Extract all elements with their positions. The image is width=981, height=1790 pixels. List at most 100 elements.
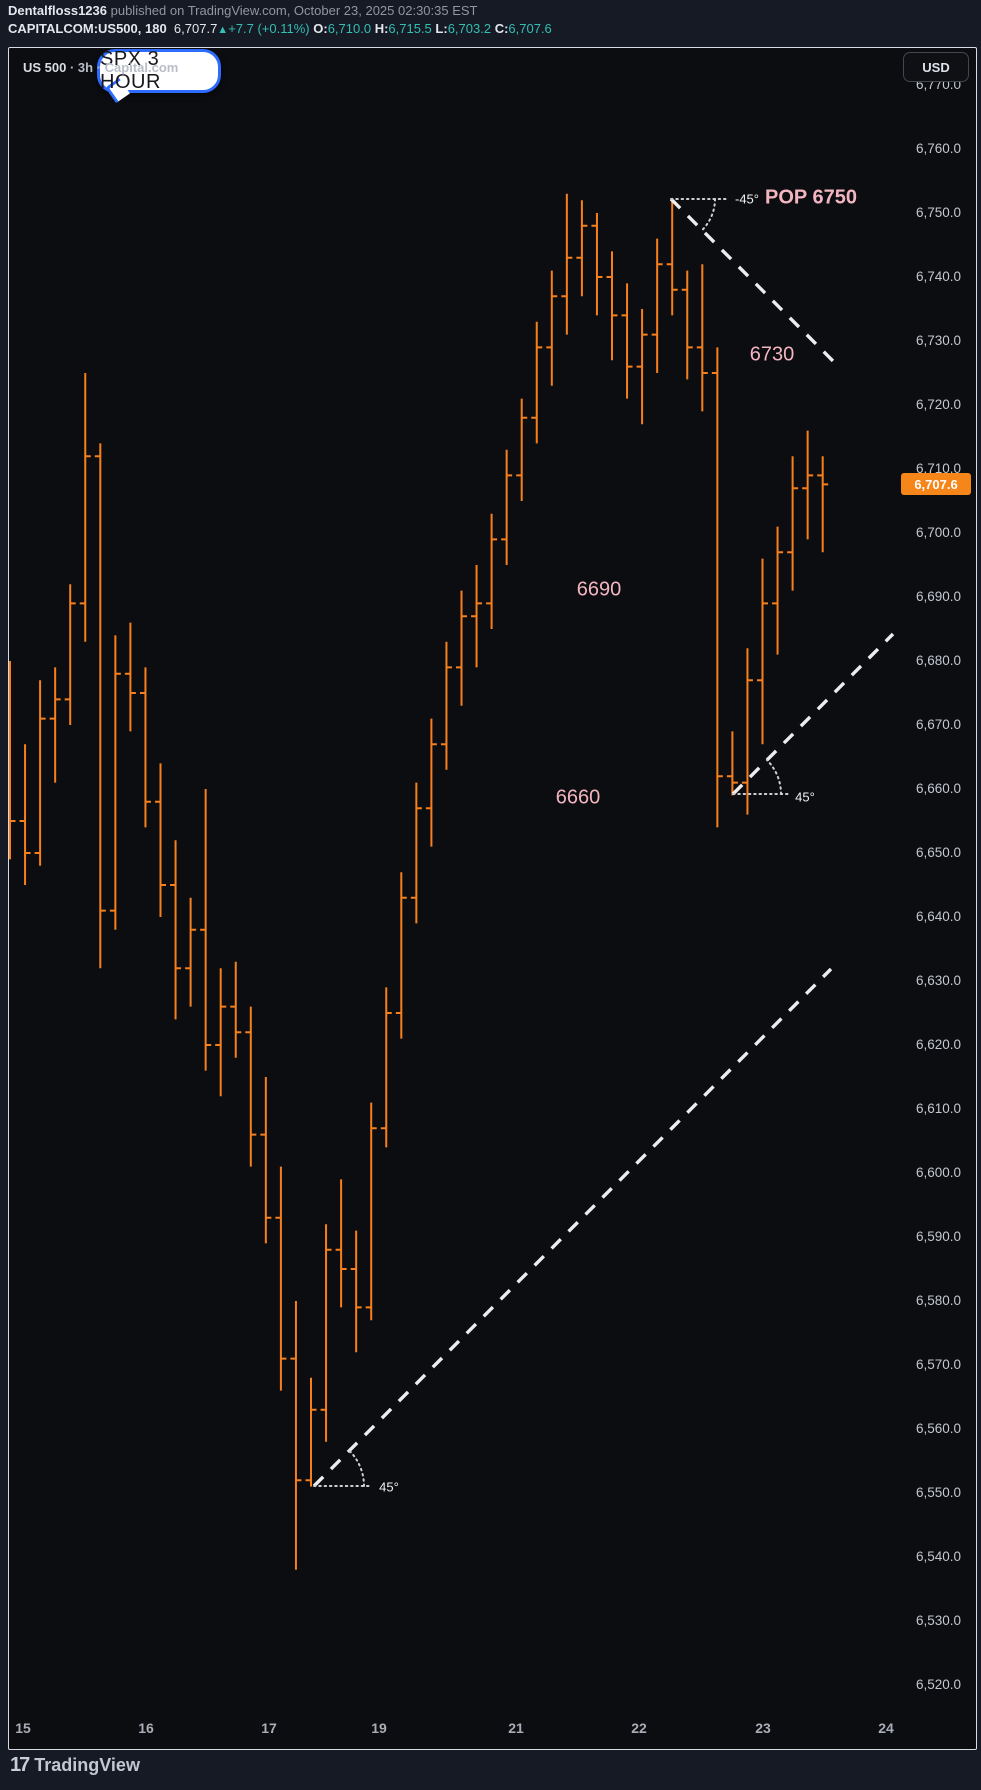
symbol-info-line: CAPITALCOM:US500, 180 6,707.7▲+7.7 (+0.1… — [8, 21, 552, 38]
ohlc-bar[interactable] — [305, 1377, 317, 1487]
ohlc-bar[interactable] — [757, 558, 768, 745]
currency-button[interactable]: USD — [903, 52, 969, 82]
ohlc-bar[interactable] — [79, 373, 91, 642]
price-axis-label: 6,720.0 — [915, 397, 961, 412]
ohlc-bar[interactable] — [350, 1230, 362, 1353]
ohlc-bar[interactable] — [486, 513, 498, 629]
price-axis-label: 6,620.0 — [915, 1037, 961, 1052]
ohlc-bar[interactable] — [651, 238, 663, 373]
symbol-name: CAPITALCOM:US500, 180 — [8, 21, 167, 36]
ohlc-bar[interactable] — [34, 680, 46, 866]
time-axis-label-22: 22 — [631, 1720, 647, 1736]
price-level-label-6660: 6660 — [555, 786, 601, 809]
price-axis-label: 6,660.0 — [915, 781, 961, 796]
ohlc-bar[interactable] — [19, 744, 31, 885]
pop-trendline[interactable] — [669, 197, 836, 364]
ohlc-bar[interactable] — [395, 872, 407, 1039]
ohlc-bar[interactable] — [365, 1102, 377, 1321]
price-axis-label: 6,560.0 — [915, 1421, 961, 1436]
publish-info-text: published on TradingView.com, October 23… — [107, 3, 478, 18]
ohlc-bar[interactable] — [49, 667, 61, 783]
ohlc-bar[interactable] — [200, 789, 212, 1071]
ohlc-bar[interactable] — [230, 961, 242, 1058]
last-price-chip: 6,707.6 — [901, 473, 971, 495]
price-axis-label: 6,700.0 — [915, 525, 961, 540]
ohlc-bar[interactable] — [94, 443, 106, 969]
time-axis-label-17: 17 — [261, 1720, 277, 1736]
bounce-trendline-angle-label: 45° — [795, 789, 815, 805]
ohlc-bar[interactable] — [501, 449, 513, 565]
ohlc-bar[interactable] — [741, 648, 753, 815]
ohlc-bar[interactable] — [440, 641, 452, 770]
ohlc-bar[interactable] — [290, 1301, 302, 1570]
ohlc-bar[interactable] — [64, 584, 76, 725]
price-axis-label: 6,610.0 — [915, 1101, 961, 1116]
ohlc-bar[interactable] — [817, 456, 829, 553]
ohlc-bar[interactable] — [696, 264, 708, 412]
last-price-chip-text: 6,707.6 — [914, 476, 958, 492]
price-change: +7.7 (+0.11%) — [228, 21, 310, 36]
callout-text: SPX 3 HOUR — [100, 48, 161, 93]
recovery-trendline[interactable] — [312, 967, 833, 1488]
ohlc-bar[interactable] — [335, 1179, 347, 1308]
ohlc-bar[interactable] — [772, 526, 784, 655]
ohlc-bar[interactable] — [410, 782, 422, 924]
ohlc-bar[interactable] — [380, 987, 392, 1148]
ohlc-bar[interactable] — [606, 251, 618, 361]
price-axis-label: 6,590.0 — [915, 1229, 961, 1244]
close-value: 6,707.6 — [508, 21, 552, 36]
price-axis-label: 6,570.0 — [915, 1357, 961, 1372]
ohlc-bar[interactable] — [260, 1077, 272, 1244]
ohlc-bar[interactable] — [621, 283, 633, 399]
bounce-trendline[interactable] — [731, 632, 895, 796]
price-axis-label: 6,740.0 — [915, 269, 961, 284]
chart-panel[interactable]: US 500 · 3h · Capital.com SPX 3 HOUR USD… — [8, 47, 977, 1750]
ohlc-bar[interactable] — [546, 270, 558, 386]
pop-trendline-angle-arc — [701, 198, 716, 232]
price-axis-label: 6,730.0 — [915, 333, 961, 348]
publish-info-line: Dentalfloss1236 published on TradingView… — [8, 3, 478, 19]
close-label: C: — [494, 21, 509, 36]
ohlc-bar[interactable] — [531, 321, 543, 444]
price-axis-label: 6,630.0 — [915, 973, 961, 988]
ohlc-bar[interactable] — [576, 200, 588, 297]
ohlc-bar[interactable] — [711, 347, 723, 828]
time-axis-label-23: 23 — [755, 1720, 771, 1736]
spx-callout-bubble[interactable]: SPX 3 HOUR — [97, 48, 221, 104]
ohlc-bar[interactable] — [185, 897, 197, 1007]
publisher-username: Dentalfloss1236 — [8, 3, 107, 18]
ohlc-bar[interactable] — [275, 1166, 287, 1391]
open-label: O: — [313, 21, 328, 36]
ohlc-bar[interactable] — [456, 590, 467, 706]
ohlc-bar[interactable] — [636, 309, 648, 425]
ohlc-bar[interactable] — [124, 622, 136, 732]
tradingview-brand-text: TradingView — [34, 1755, 140, 1775]
ohlc-bar[interactable] — [425, 718, 437, 847]
ohlc-bar[interactable] — [139, 667, 151, 828]
ohlc-bar[interactable] — [109, 635, 121, 930]
ohlc-bar[interactable] — [170, 840, 182, 1020]
time-axis-label-16: 16 — [138, 1720, 154, 1736]
ohlc-bar[interactable] — [787, 456, 799, 591]
price-chart-canvas[interactable] — [9, 48, 976, 1749]
ohlc-bar[interactable] — [9, 661, 16, 860]
ohlc-bar[interactable] — [155, 763, 166, 917]
time-axis-label-15: 15 — [15, 1720, 31, 1736]
low-label: L: — [435, 21, 448, 36]
ohlc-bar[interactable] — [516, 398, 528, 501]
ohlc-bar[interactable] — [681, 270, 693, 380]
ohlc-bar[interactable] — [802, 430, 814, 540]
ohlc-bar[interactable] — [666, 200, 678, 316]
time-axis-label-21: 21 — [508, 1720, 524, 1736]
tradingview-footer[interactable]: 17 TradingView — [10, 1754, 140, 1777]
ohlc-bar[interactable] — [320, 1224, 332, 1442]
ohlc-bar[interactable] — [245, 1006, 257, 1167]
price-axis-label: 6,550.0 — [915, 1485, 961, 1500]
price-level-label-6730: 6730 — [749, 343, 795, 366]
ohlc-bar[interactable] — [726, 731, 738, 796]
chart-legend[interactable]: US 500 · 3h · Capital.com — [23, 60, 178, 75]
ohlc-bar[interactable] — [591, 213, 603, 316]
ohlc-bar[interactable] — [215, 968, 227, 1097]
ohlc-bar[interactable] — [561, 193, 573, 335]
ohlc-bar[interactable] — [471, 565, 483, 668]
